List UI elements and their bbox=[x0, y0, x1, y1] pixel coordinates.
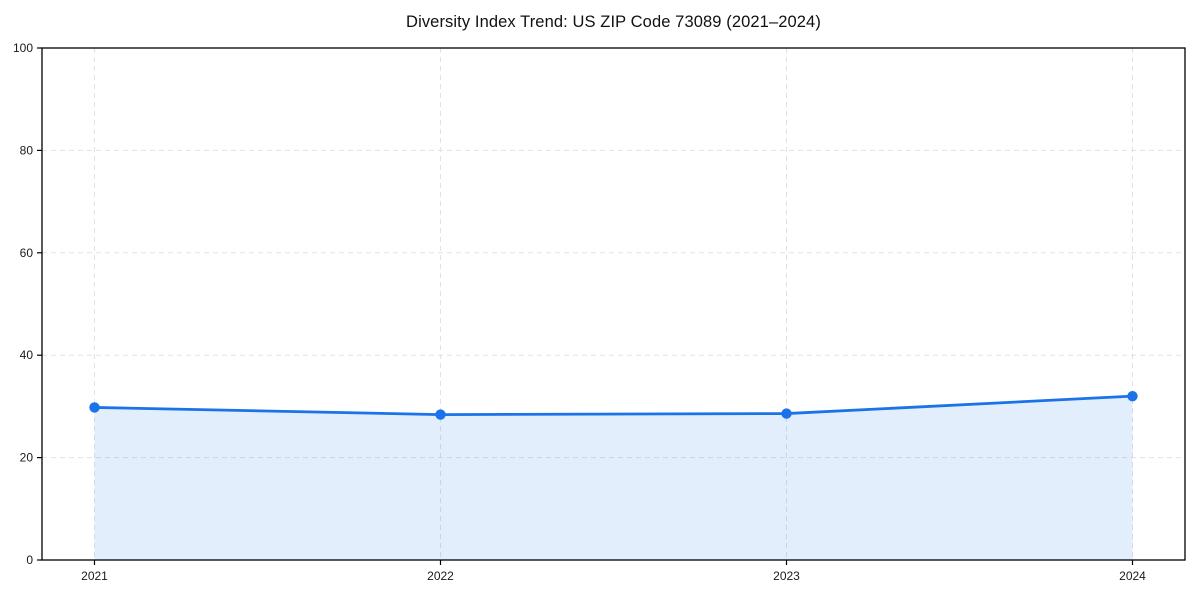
chart-title: Diversity Index Trend: US ZIP Code 73089… bbox=[406, 13, 821, 31]
y-tick-label: 100 bbox=[13, 41, 33, 55]
y-tick-label: 80 bbox=[20, 143, 34, 157]
data-point-marker bbox=[435, 409, 446, 420]
y-tick-label: 60 bbox=[20, 246, 34, 260]
y-tick-label: 0 bbox=[26, 553, 33, 567]
data-point-marker bbox=[1127, 390, 1138, 402]
x-tick-label: 2024 bbox=[1119, 569, 1146, 583]
trend-line bbox=[93, 394, 1134, 416]
plot-frame bbox=[41, 47, 1186, 561]
y-tick-label: 20 bbox=[20, 451, 34, 465]
y-tick-label: 40 bbox=[20, 348, 34, 362]
x-tick-label: 2022 bbox=[427, 569, 454, 583]
area-fill bbox=[94, 396, 1133, 560]
x-tick-label: 2021 bbox=[81, 569, 108, 583]
data-point-marker bbox=[781, 408, 792, 419]
x-tick-label: 2023 bbox=[773, 569, 800, 583]
data-point-marker bbox=[89, 402, 100, 413]
